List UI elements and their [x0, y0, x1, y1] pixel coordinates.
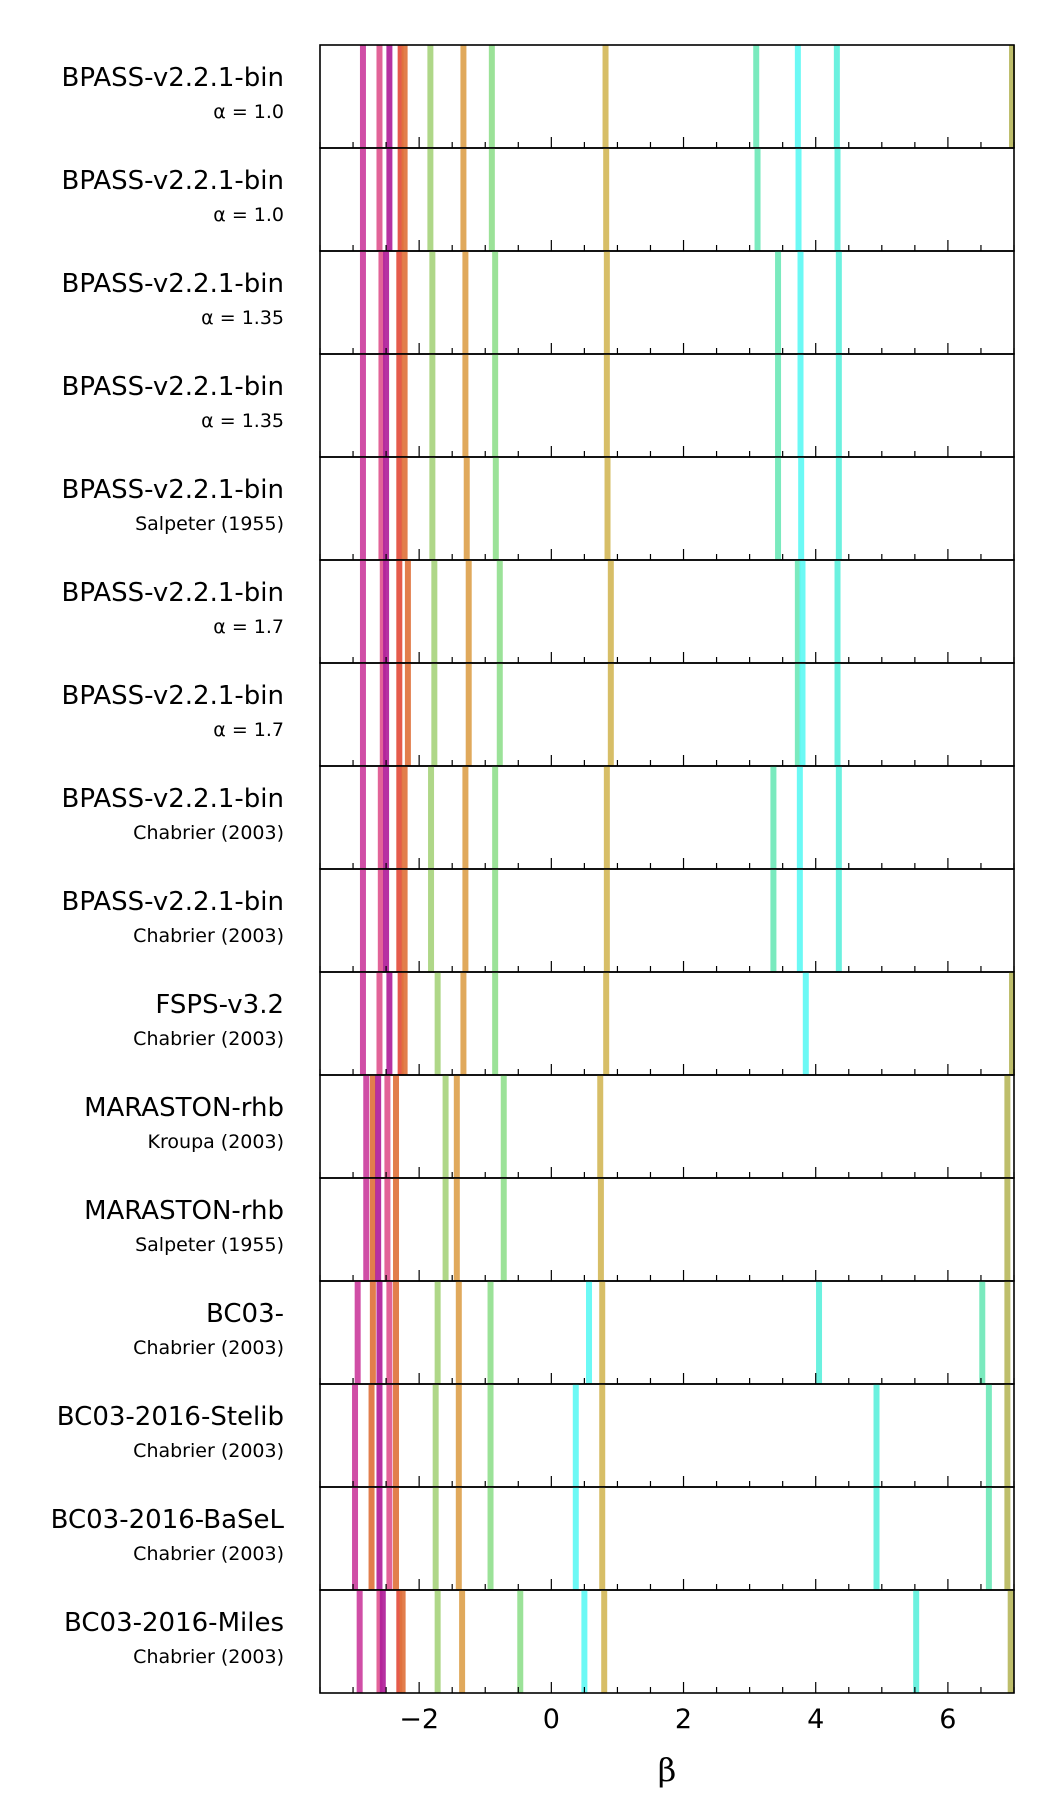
x-tick-label: 2 [675, 1704, 692, 1735]
x-tick-label: −2 [399, 1704, 439, 1735]
panels [319, 44, 1016, 1694]
row-imf-label: Chabrier (2003) [133, 1337, 284, 1359]
panel-row [319, 1280, 1015, 1385]
panel-row [319, 765, 1015, 870]
row-model-name: BC03-2016-Miles [64, 1608, 284, 1638]
row-imf-label: α = 1.35 [201, 410, 284, 432]
row-imf-label: Salpeter (1955) [135, 1234, 284, 1256]
row-model-name: FSPS-v3.2 [155, 990, 284, 1020]
panel-row [319, 971, 1016, 1076]
panel-row [319, 1383, 1015, 1488]
panel-frame [319, 1486, 1015, 1591]
panel-row [319, 353, 1015, 458]
row-imf-label: α = 1.7 [213, 719, 284, 741]
x-axis: −2 0 2 4 6 [399, 1704, 956, 1735]
panel-row [319, 44, 1016, 149]
row-imf-label: Chabrier (2003) [133, 925, 284, 947]
panel-frame [319, 559, 1015, 664]
panel-row [319, 559, 1015, 664]
panel-frame [319, 250, 1015, 355]
row-model-name: BPASS-v2.2.1-bin [62, 681, 284, 711]
panel-row [319, 147, 1015, 252]
panel-row [319, 1074, 1015, 1179]
row-model-name: BPASS-v2.2.1-bin [62, 269, 284, 299]
row-imf-label: α = 1.0 [213, 204, 284, 226]
row-model-name: BPASS-v2.2.1-bin [62, 475, 284, 505]
row-model-name: BC03-2016-Stelib [57, 1402, 284, 1432]
row-model-name: BPASS-v2.2.1-bin [62, 578, 284, 608]
row-model-name: BPASS-v2.2.1-bin [62, 887, 284, 917]
x-tick-label: 6 [939, 1704, 956, 1735]
x-tick-label: 4 [807, 1704, 824, 1735]
x-axis-label: β [658, 1751, 677, 1789]
row-imf-label: Chabrier (2003) [133, 1646, 284, 1668]
row-model-name: MARASTON-rhb [84, 1196, 284, 1226]
panel-frame [319, 353, 1015, 458]
row-imf-label: α = 1.7 [213, 616, 284, 638]
panel-row [319, 1486, 1015, 1591]
panel-frame [319, 456, 1015, 561]
panel-frame [319, 971, 1015, 1076]
row-labels: BPASS-v2.2.1-bin α = 1.0 BPASS-v2.2.1-bin α… [51, 63, 285, 1668]
row-model-name: MARASTON-rhb [84, 1093, 284, 1123]
row-imf-label: Chabrier (2003) [133, 822, 284, 844]
panel-row [319, 456, 1015, 561]
row-imf-label: Chabrier (2003) [133, 1440, 284, 1462]
panel-frame [319, 1280, 1015, 1385]
row-model-name: BPASS-v2.2.1-bin [62, 166, 284, 196]
panel-frame [319, 765, 1015, 870]
row-imf-label: α = 1.35 [201, 307, 284, 329]
row-imf-label: α = 1.0 [213, 101, 284, 123]
panel-row [319, 1177, 1015, 1282]
panel-frame [319, 44, 1015, 149]
panel-frame [319, 868, 1015, 973]
panel-frame [319, 1074, 1015, 1179]
panel-frame [319, 1383, 1015, 1488]
panel-row [319, 662, 1015, 767]
row-imf-label: Chabrier (2003) [133, 1543, 284, 1565]
panel-frame [319, 147, 1015, 252]
x-tick-label: 0 [543, 1704, 560, 1735]
row-imf-label: Salpeter (1955) [135, 513, 284, 535]
row-model-name: BC03- [206, 1299, 284, 1329]
row-imf-label: Chabrier (2003) [133, 1028, 284, 1050]
panel-row [319, 1589, 1015, 1694]
panel-row [319, 868, 1015, 973]
row-model-name: BC03-2016-BaSeL [51, 1505, 285, 1535]
panel-frame [319, 662, 1015, 767]
row-imf-label: Kroupa (2003) [148, 1131, 284, 1153]
panel-row [319, 250, 1015, 355]
row-model-name: BPASS-v2.2.1-bin [62, 784, 284, 814]
panel-frame [319, 1589, 1015, 1694]
row-model-name: BPASS-v2.2.1-bin [62, 63, 284, 93]
panel-frame [319, 1177, 1015, 1282]
row-model-name: BPASS-v2.2.1-bin [62, 372, 284, 402]
